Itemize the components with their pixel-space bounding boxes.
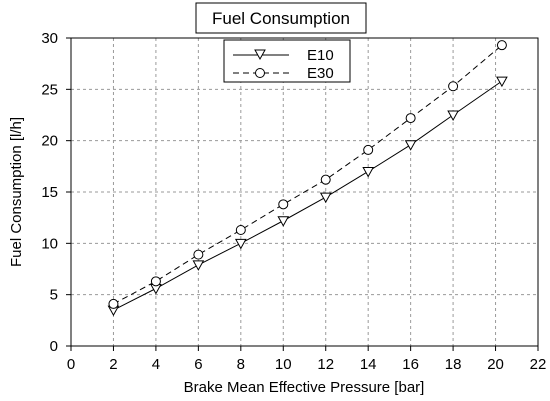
data-point-e10 — [234, 238, 247, 250]
x-tick-label: 12 — [317, 356, 334, 373]
data-point-e30 — [235, 224, 246, 235]
series-line-e30 — [113, 44, 503, 305]
y-tick-label: 25 — [41, 81, 58, 98]
data-point-e10 — [496, 76, 508, 88]
x-tick-label: 6 — [194, 356, 202, 373]
data-point-e30 — [193, 249, 204, 260]
series-line-e10 — [113, 80, 503, 311]
series-layer — [107, 40, 508, 317]
data-point-e30 — [278, 199, 289, 210]
x-tick-label: 14 — [360, 356, 377, 373]
y-tick-label: 10 — [41, 235, 58, 252]
legend-marker-e30 — [255, 68, 265, 78]
y-tick-label: 0 — [50, 338, 58, 355]
y-axis-title: Fuel Consumption [l/h] — [8, 117, 25, 267]
y-tick-label: 20 — [41, 133, 58, 150]
x-tick-label: 16 — [402, 356, 419, 373]
data-point-e30 — [108, 298, 119, 309]
y-tick-label: 15 — [41, 184, 58, 201]
legend: E10 E30 — [223, 39, 351, 83]
x-tick-label: 2 — [109, 356, 117, 373]
data-point-e10 — [277, 216, 290, 227]
data-point-e30 — [320, 174, 331, 185]
data-point-e30 — [363, 144, 374, 155]
data-point-e10 — [319, 192, 332, 204]
data-point-e30 — [150, 276, 161, 287]
x-tick-label: 10 — [275, 356, 292, 373]
x-axis-ticks: 0 2 4 6 8 10 12 14 16 18 20 22 — [67, 346, 547, 373]
x-tick-label: 4 — [152, 356, 160, 373]
chart-title-frame — [195, 2, 367, 34]
x-tick-label: 18 — [445, 356, 462, 373]
legend-marker-e10 — [254, 49, 266, 61]
x-tick-label: 0 — [67, 356, 75, 373]
x-tick-label: 8 — [237, 356, 245, 373]
legend-frame — [223, 39, 351, 83]
chart-title-box: Fuel Consumption — [195, 2, 367, 34]
chart-title: Fuel Consumption — [212, 9, 350, 28]
data-point-e30 — [405, 113, 416, 124]
data-point-e30 — [448, 81, 459, 92]
x-tick-label: 22 — [530, 356, 547, 373]
data-point-e10 — [404, 140, 417, 151]
data-point-e10 — [447, 110, 459, 122]
y-tick-label: 30 — [41, 30, 58, 47]
y-tick-label: 5 — [50, 287, 58, 304]
data-point-e10 — [192, 260, 205, 271]
y-axis-ticks: 0 5 10 15 20 25 30 — [41, 30, 71, 355]
x-tick-label: 20 — [487, 356, 504, 373]
data-point-e10 — [362, 166, 375, 178]
legend-label-e10: E10 — [307, 47, 334, 64]
legend-label-e30: E30 — [307, 65, 334, 82]
data-point-e30 — [496, 40, 507, 51]
x-axis-title: Brake Mean Effective Pressure [bar] — [184, 379, 425, 396]
